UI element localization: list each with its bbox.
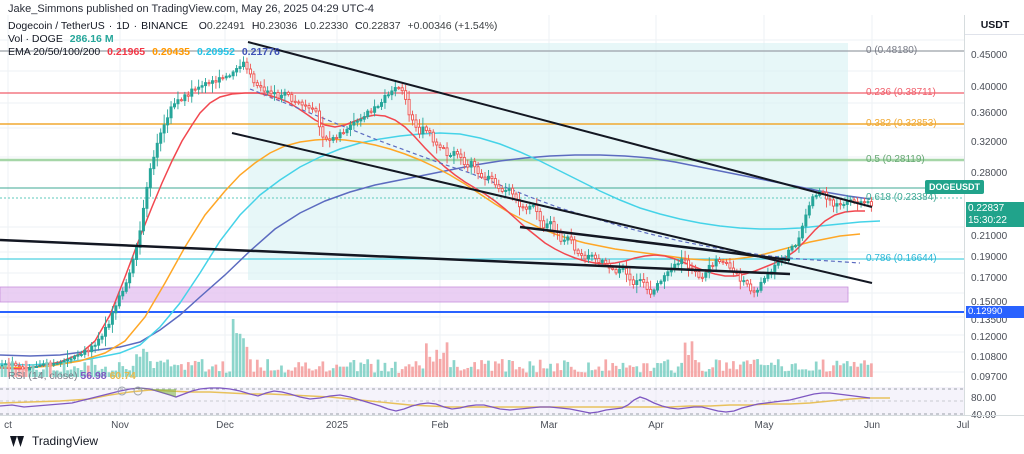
price-chart-panel[interactable] [0, 15, 964, 415]
time-tick-label: Nov [111, 420, 129, 431]
time-tick-label: May [754, 420, 774, 431]
time-tick-label: Feb [431, 420, 449, 431]
price-tick-label: 0.19000 [971, 252, 1008, 263]
time-tick-label: ct [4, 420, 12, 431]
rsi-panel[interactable] [0, 387, 964, 415]
price-axis[interactable]: USDT 0.45000 0.40000 0.36000 0.32000 0.28000… [964, 15, 1024, 421]
fib-level-label: 0.786 (0.16644) [866, 253, 937, 264]
price-tick-label: 0.17000 [971, 273, 1008, 284]
fib-level-label: 0.382 (0.32853) [866, 118, 937, 129]
price-tick-label: 0.15000 [971, 297, 1008, 308]
fib-level-label: 0.5 (0.28119) [866, 154, 925, 165]
price-tick-label: 0.36000 [971, 108, 1008, 119]
chart-canvas [0, 15, 964, 415]
fib-level-label: 0.236 (0.38711) [866, 87, 936, 98]
price-tick-label: 80.00 [971, 393, 997, 404]
trendlines [0, 41, 873, 284]
time-tick-label: Jun [863, 420, 881, 431]
tradingview-footer: TradingView [10, 434, 98, 448]
ema20-line [0, 92, 865, 370]
fib-level-label: 0.618 (0.23384) [866, 192, 937, 203]
time-axis[interactable]: ct Nov Dec 2025 Feb Mar Apr May Jun Jul [0, 415, 1024, 435]
time-tick-label: Jul [956, 420, 970, 431]
current-price-countdown: 15:30:22 [968, 214, 1007, 226]
dashed-ema-line [249, 88, 861, 264]
price-tick-label: 0.10800 [971, 352, 1008, 363]
ema100-line [0, 132, 881, 366]
ema200-line [0, 154, 871, 357]
support-zone-band [0, 286, 849, 303]
time-tick-label: 2025 [325, 420, 349, 431]
price-tick-label: 0.28000 [971, 168, 1008, 179]
price-tick-label: 0.32000 [971, 137, 1008, 148]
current-price-value: 0.22837 [968, 203, 1005, 214]
price-tick-label: 0.13500 [971, 315, 1008, 326]
rsi-line [0, 387, 871, 414]
price-tick-label: 0.45000 [971, 50, 1008, 61]
fib-level-label: 0 (0.48180) [866, 45, 918, 56]
tradingview-logo-icon [10, 435, 27, 447]
price-axis-unit: USDT [965, 15, 1024, 35]
rsi-markers [117, 386, 143, 396]
tradingview-logo-text: TradingView [32, 434, 99, 448]
channel-highlight-zone [248, 43, 848, 280]
key-level-badge: 0.12990 [966, 306, 1024, 318]
volume-histogram [0, 319, 873, 377]
price-tick-label: 0.40000 [971, 82, 1008, 93]
price-tick-label: 0.12000 [971, 332, 1008, 343]
rsi-overbought-fill [130, 388, 176, 397]
price-tick-label: 0.09700 [971, 372, 1008, 383]
symbol-price-badge: DOGEUSDT [925, 180, 985, 194]
ema50-line [0, 138, 861, 369]
time-tick-label: Dec [216, 420, 234, 431]
time-tick-label: Apr [648, 420, 664, 431]
time-tick-label: Mar [540, 420, 558, 431]
price-tick-label: 0.21000 [971, 231, 1008, 242]
candlestick-series [0, 56, 873, 372]
attribution-text: Jake_Simmons published on TradingView.co… [8, 3, 375, 15]
current-price-badge: 0.22837 15:30:22 [966, 202, 1024, 227]
